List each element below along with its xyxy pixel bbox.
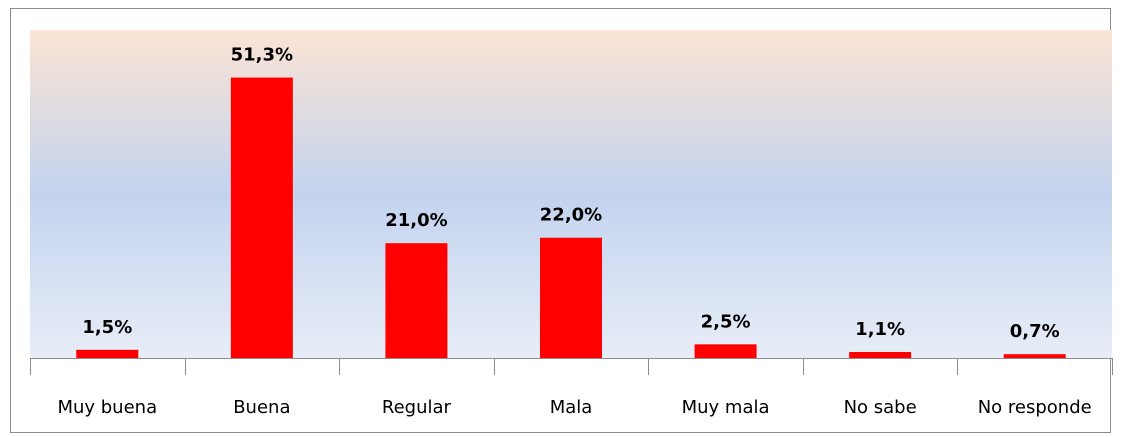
bar bbox=[76, 349, 139, 358]
x-tick-label: Muy buena bbox=[57, 397, 157, 418]
data-label: 21,0% bbox=[385, 210, 447, 231]
bar bbox=[230, 77, 293, 358]
data-label: 1,5% bbox=[82, 317, 132, 338]
x-tick-label: Mala bbox=[550, 397, 593, 418]
data-label: 2,5% bbox=[701, 311, 751, 332]
bar bbox=[694, 344, 757, 358]
bar bbox=[540, 237, 602, 358]
x-tick-label: Regular bbox=[382, 397, 452, 418]
data-label: 22,0% bbox=[540, 205, 602, 226]
bar bbox=[849, 351, 912, 358]
bar bbox=[385, 243, 448, 358]
bar bbox=[1003, 354, 1066, 358]
data-label: 51,3% bbox=[231, 45, 293, 66]
data-label: 1,1% bbox=[855, 319, 905, 340]
x-tick-label: Muy mala bbox=[682, 397, 770, 418]
data-label: 0,7% bbox=[1010, 321, 1060, 342]
x-tick-label: Buena bbox=[233, 397, 290, 418]
x-tick-label: No responde bbox=[978, 397, 1092, 418]
x-tick-label: No sabe bbox=[844, 397, 917, 418]
